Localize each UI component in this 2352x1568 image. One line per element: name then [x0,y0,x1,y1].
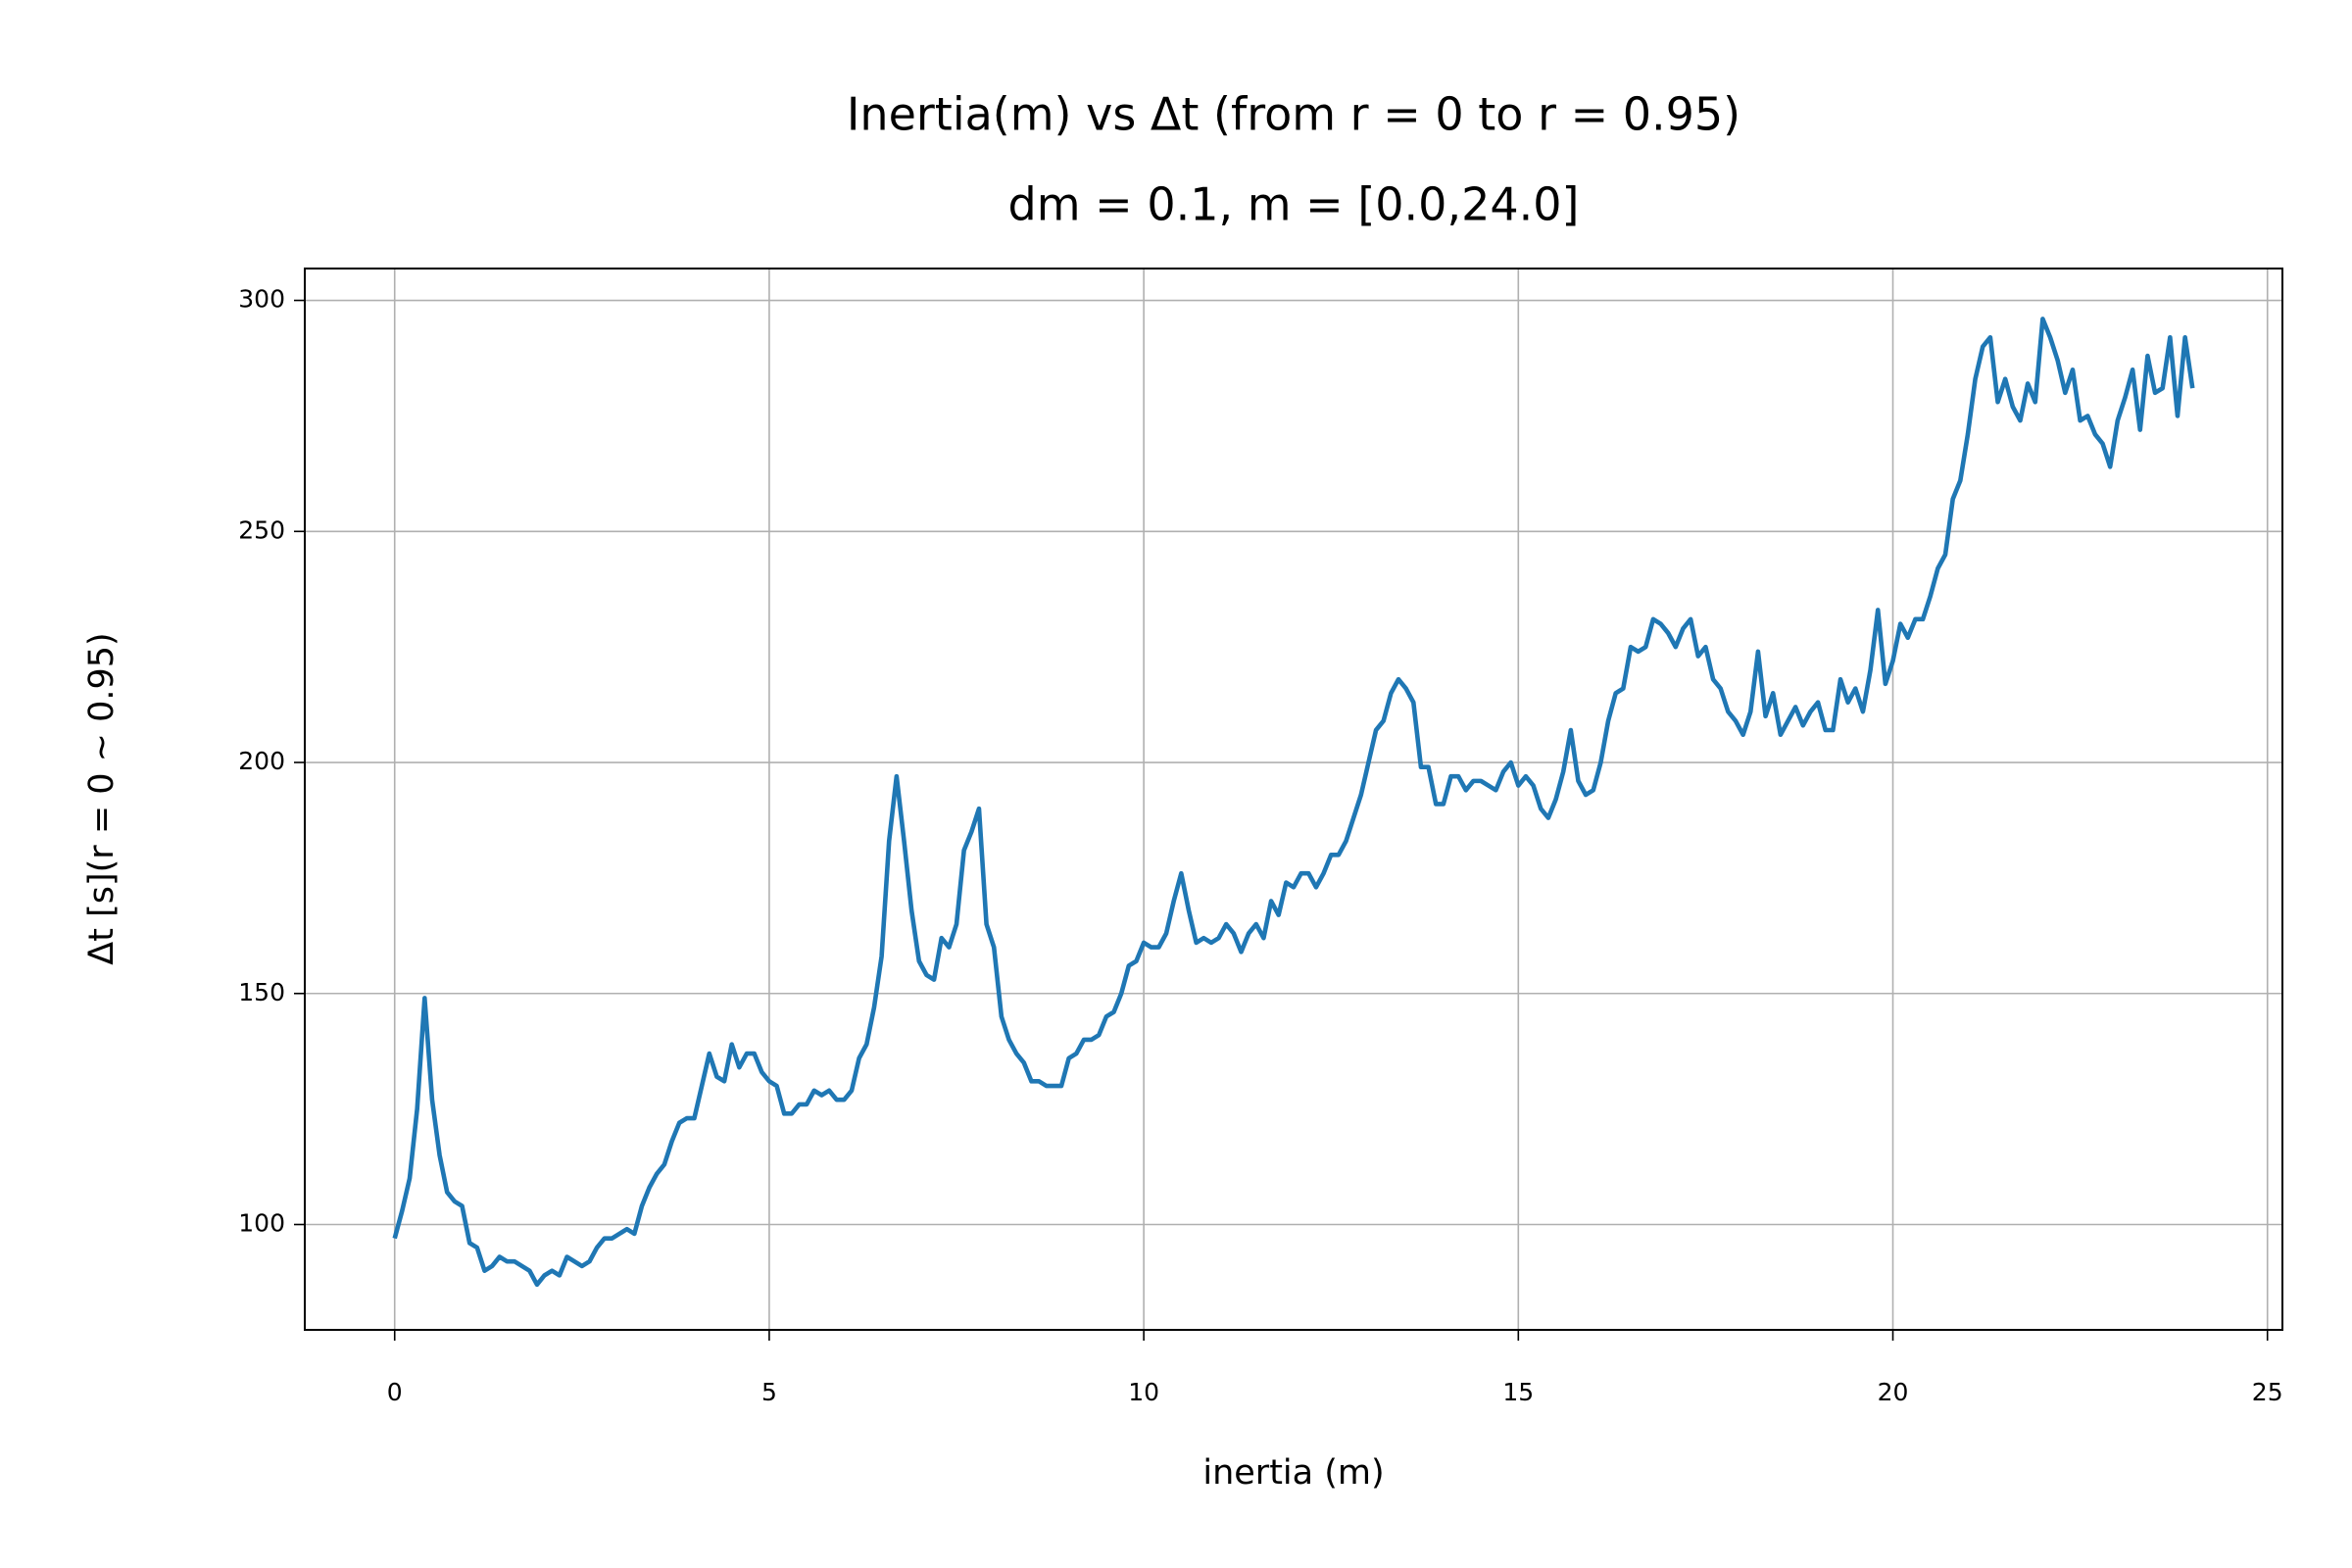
x-tick-label: 5 [761,1378,777,1406]
data-line [392,317,2195,1288]
y-axis-label: Δt [s](r = 0 ~ 0.95) [82,632,122,964]
x-tick-label: 0 [387,1378,403,1406]
chart-title: Inertia(m) vs Δt (from r = 0 to r = 0.95… [847,88,1740,141]
x-tick-label: 10 [1128,1378,1159,1406]
x-axis-label: inertia (m) [1202,1453,1384,1493]
y-tick-label: 250 [238,515,285,544]
x-tick-label: 15 [1502,1378,1534,1406]
y-tick-label: 150 [238,978,285,1006]
x-tick-label: 25 [2252,1378,2283,1406]
y-tick-label: 200 [238,747,285,775]
y-tick-label: 300 [238,285,285,314]
y-tick-label: 100 [238,1209,285,1238]
chart-subtitle: dm = 0.1, m = [0.0,24.0] [1008,178,1580,231]
x-tick-label: 20 [1878,1378,1909,1406]
plot-frame [304,268,2283,1331]
